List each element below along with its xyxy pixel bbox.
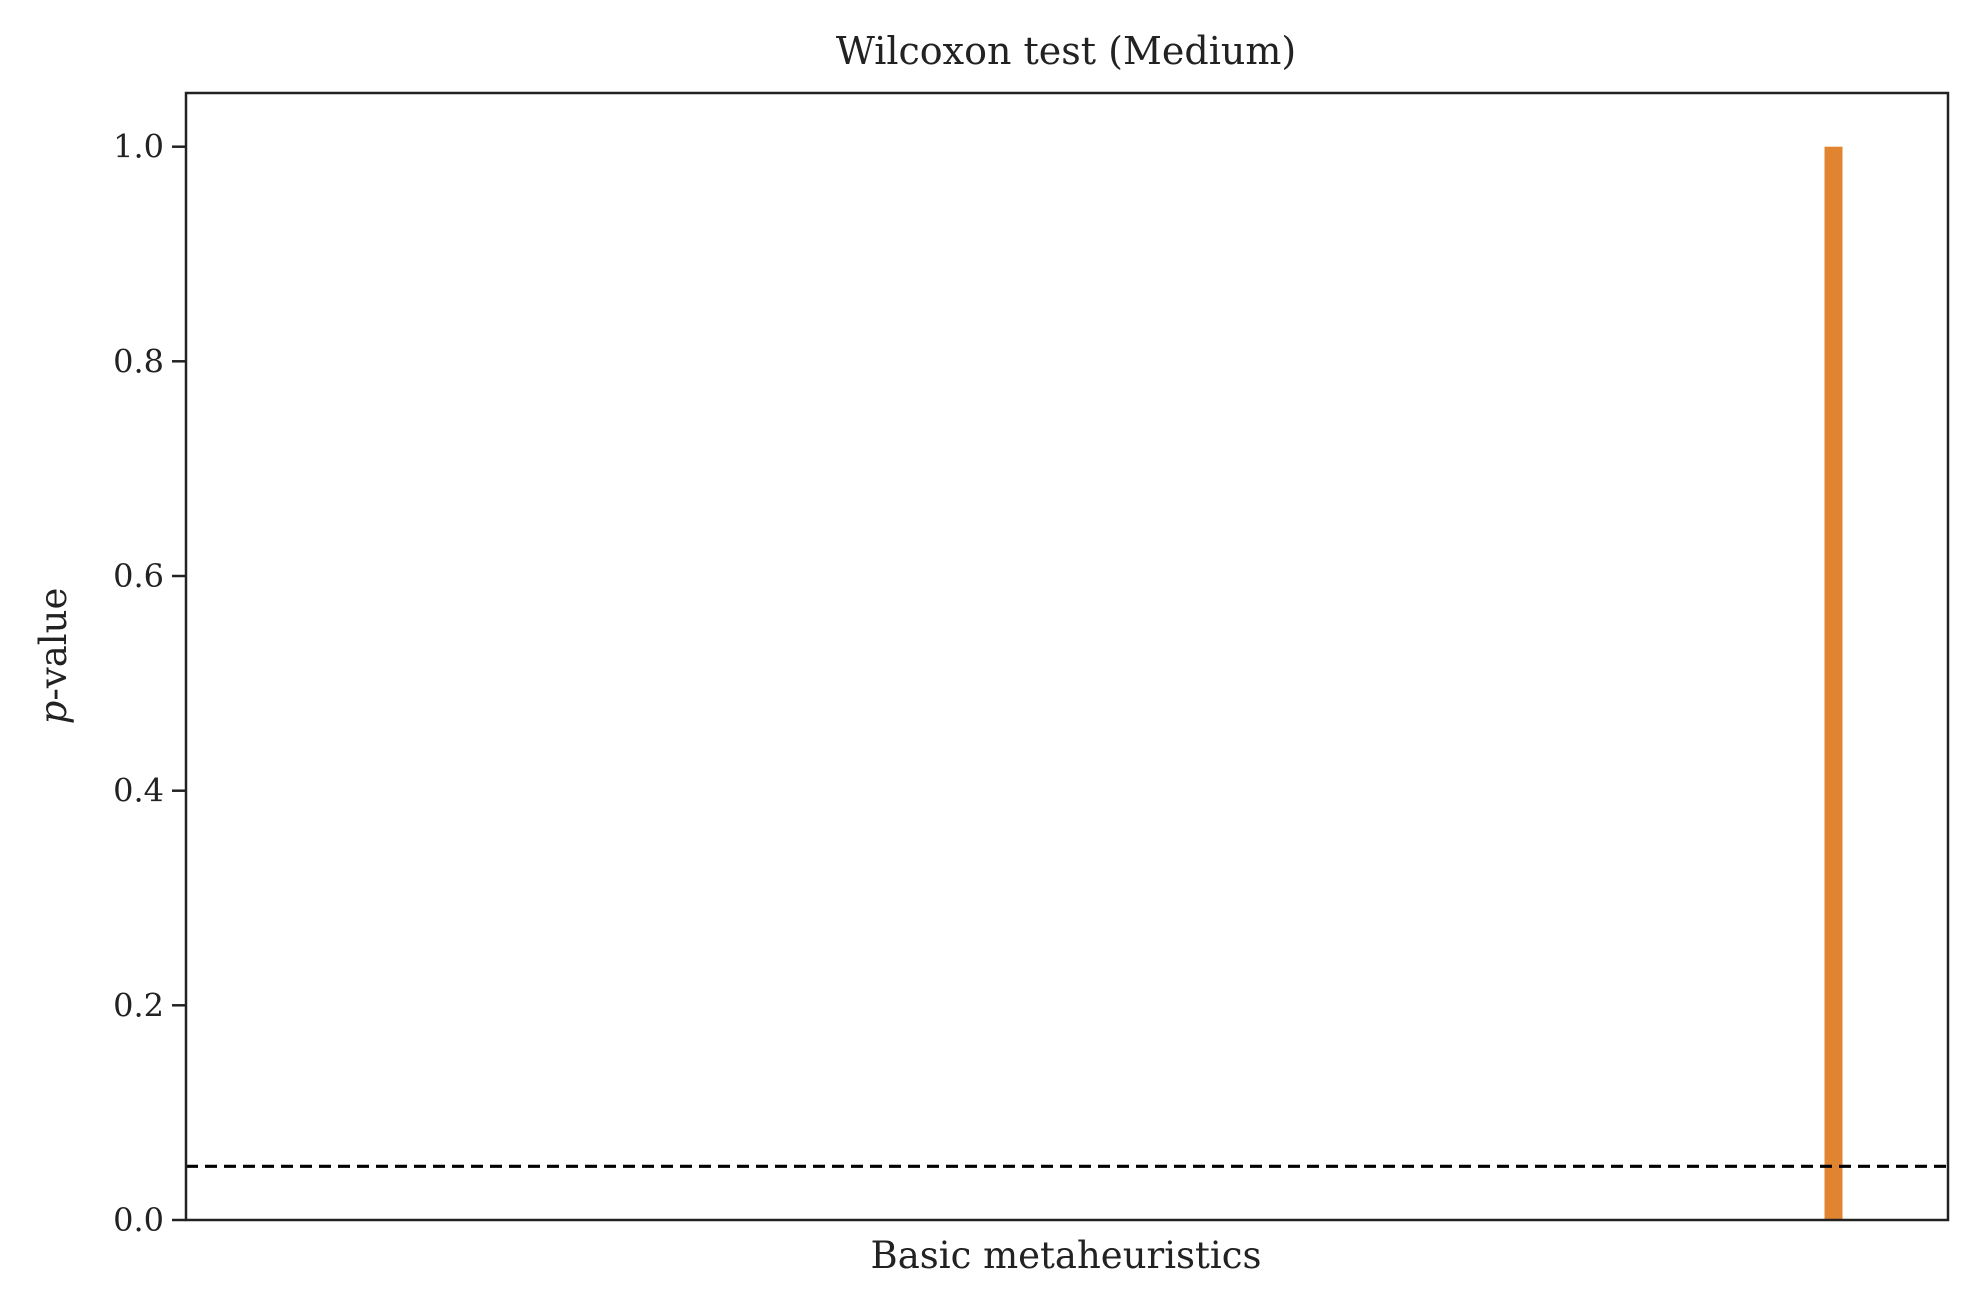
y-tick-label-4: 0.8: [113, 342, 164, 380]
y-axis: 0.0 0.2 0.4 0.6 0.8 1.0: [113, 128, 186, 1239]
y-tick-label-5: 1.0: [113, 128, 164, 166]
y-axis-label-rest: -value: [32, 588, 75, 701]
y-axis-label-italic: p: [32, 701, 75, 725]
bar-0: [1824, 146, 1843, 1221]
plot-area: [184, 91, 1950, 1222]
y-axis-label: p-value: [32, 588, 75, 725]
plot-frame: [184, 91, 1950, 1222]
chart-title: Wilcoxon test (Medium): [836, 29, 1296, 73]
y-tick-label-3: 0.6: [113, 557, 164, 595]
y-tick-label-2: 0.4: [113, 772, 164, 810]
x-axis-label: Basic metaheuristics: [871, 1234, 1262, 1277]
y-tick-label-1: 0.2: [113, 986, 164, 1024]
bars-layer: [1824, 146, 1843, 1221]
y-tick-label-0: 0.0: [113, 1201, 164, 1239]
